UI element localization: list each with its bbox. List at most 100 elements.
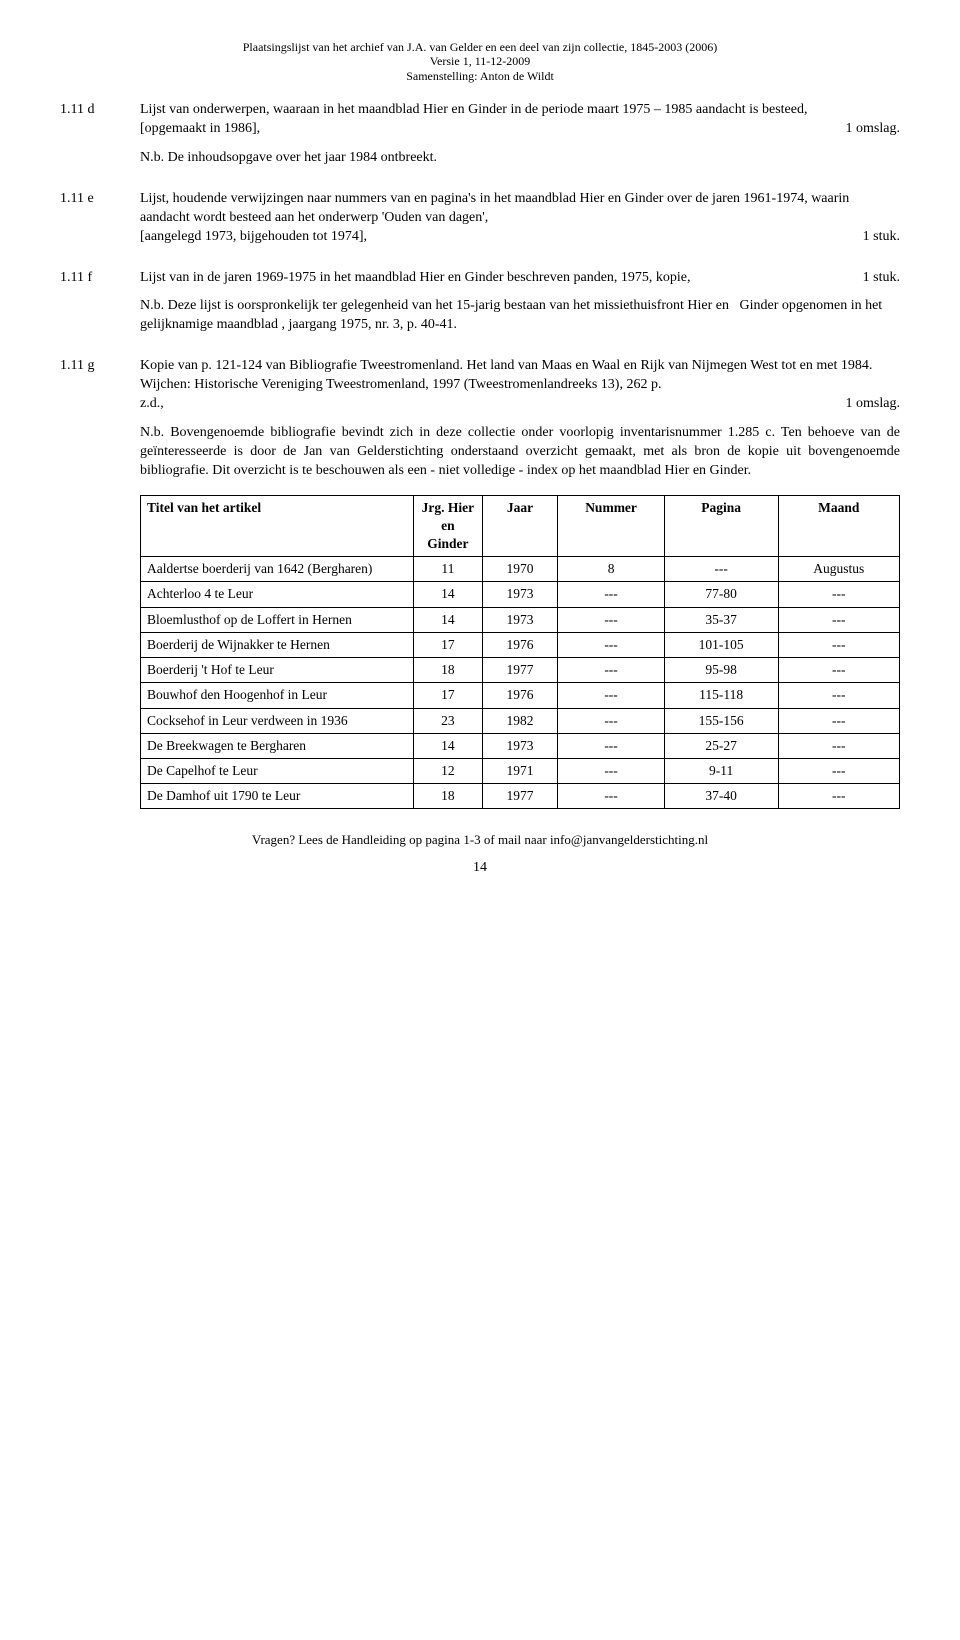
table-cell: --- bbox=[778, 733, 899, 758]
table-row: De Breekwagen te Bergharen141973---25-27… bbox=[141, 733, 900, 758]
table-cell: 11 bbox=[414, 557, 482, 582]
entry-label: 1.11 d bbox=[60, 101, 140, 168]
index-table: Titel van het artikel Jrg. Hier en Ginde… bbox=[140, 495, 900, 810]
col-title: Titel van het artikel bbox=[141, 495, 414, 557]
table-cell: --- bbox=[778, 708, 899, 733]
entry-nb: N.b. Deze lijst is oorspronkelijk ter ge… bbox=[140, 297, 900, 335]
page-number: 14 bbox=[60, 859, 900, 878]
table-cell: 1976 bbox=[482, 683, 558, 708]
table-cell: --- bbox=[558, 708, 664, 733]
table-cell: 35-37 bbox=[664, 607, 778, 632]
entry-split: z.d., 1 omslag. bbox=[140, 395, 900, 414]
table-cell: Cocksehof in Leur verdween in 1936 bbox=[141, 708, 414, 733]
table-cell: 12 bbox=[414, 758, 482, 783]
table-cell: Achterloo 4 te Leur bbox=[141, 582, 414, 607]
table-cell: --- bbox=[558, 658, 664, 683]
header-line-1: Plaatsingslijst van het archief van J.A.… bbox=[60, 40, 900, 54]
table-cell: 18 bbox=[414, 658, 482, 683]
entry-text: Lijst, houdende verwijzingen naar nummer… bbox=[140, 190, 900, 228]
entry-nb: N.b. Bovengenoemde bibliografie bevindt … bbox=[140, 424, 900, 481]
table-cell: --- bbox=[778, 683, 899, 708]
col-pagina: Pagina bbox=[664, 495, 778, 557]
table-cell: --- bbox=[778, 607, 899, 632]
table-row: Boerderij de Wijnakker te Hernen171976--… bbox=[141, 632, 900, 657]
entry-body: Kopie van p. 121-124 van Bibliografie Tw… bbox=[140, 357, 900, 480]
entry-1-11-g: 1.11 g Kopie van p. 121-124 van Bibliogr… bbox=[60, 357, 900, 480]
index-table-wrap: Titel van het artikel Jrg. Hier en Ginde… bbox=[60, 495, 900, 810]
table-cell: --- bbox=[664, 557, 778, 582]
table-cell: --- bbox=[778, 784, 899, 809]
table-cell: 95-98 bbox=[664, 658, 778, 683]
table-cell: 1977 bbox=[482, 658, 558, 683]
table-cell: 1982 bbox=[482, 708, 558, 733]
table-cell: De Damhof uit 1790 te Leur bbox=[141, 784, 414, 809]
table-cell: --- bbox=[558, 784, 664, 809]
entry-split: Lijst van in de jaren 1969-1975 in het m… bbox=[140, 269, 900, 288]
footer-text: Vragen? Lees de Handleiding op pagina 1-… bbox=[60, 831, 900, 849]
table-body: Aaldertse boerderij van 1642 (Bergharen)… bbox=[141, 557, 900, 809]
table-cell: Bouwhof den Hoogenhof in Leur bbox=[141, 683, 414, 708]
table-row: De Capelhof te Leur121971---9-11--- bbox=[141, 758, 900, 783]
table-cell: 1973 bbox=[482, 733, 558, 758]
table-cell: Boerderij de Wijnakker te Hernen bbox=[141, 632, 414, 657]
table-cell: 14 bbox=[414, 733, 482, 758]
table-cell: --- bbox=[778, 632, 899, 657]
entry-left: [aangelegd 1973, bijgehouden tot 1974], bbox=[140, 228, 863, 247]
table-row: Achterloo 4 te Leur141973---77-80--- bbox=[141, 582, 900, 607]
table-cell: 25-27 bbox=[664, 733, 778, 758]
table-cell: De Breekwagen te Bergharen bbox=[141, 733, 414, 758]
page-header: Plaatsingslijst van het archief van J.A.… bbox=[60, 40, 900, 83]
table-cell: 14 bbox=[414, 607, 482, 632]
table-cell: 1973 bbox=[482, 582, 558, 607]
table-cell: 18 bbox=[414, 784, 482, 809]
entry-left: [opgemaakt in 1986], bbox=[140, 120, 846, 139]
table-cell: 37-40 bbox=[664, 784, 778, 809]
table-cell: 101-105 bbox=[664, 632, 778, 657]
table-row: Boerderij 't Hof te Leur181977---95-98--… bbox=[141, 658, 900, 683]
table-cell: 77-80 bbox=[664, 582, 778, 607]
entry-left: Lijst van in de jaren 1969-1975 in het m… bbox=[140, 269, 863, 288]
table-row: Aaldertse boerderij van 1642 (Bergharen)… bbox=[141, 557, 900, 582]
entry-1-11-d: 1.11 d Lijst van onderwerpen, waaraan in… bbox=[60, 101, 900, 168]
header-line-3: Samenstelling: Anton de Wildt bbox=[60, 69, 900, 83]
entry-body: Lijst van in de jaren 1969-1975 in het m… bbox=[140, 269, 900, 336]
table-cell: --- bbox=[558, 758, 664, 783]
entry-right: 1 omslag. bbox=[846, 395, 900, 414]
table-cell: De Capelhof te Leur bbox=[141, 758, 414, 783]
table-cell: --- bbox=[558, 632, 664, 657]
entry-split: [opgemaakt in 1986], 1 omslag. bbox=[140, 120, 900, 139]
table-cell: --- bbox=[558, 683, 664, 708]
table-row: Bloemlusthof op de Loffert in Hernen1419… bbox=[141, 607, 900, 632]
table-cell: 1970 bbox=[482, 557, 558, 582]
table-cell: 1971 bbox=[482, 758, 558, 783]
table-cell: --- bbox=[558, 733, 664, 758]
table-cell: 1973 bbox=[482, 607, 558, 632]
table-cell: --- bbox=[778, 758, 899, 783]
table-cell: Boerderij 't Hof te Leur bbox=[141, 658, 414, 683]
table-cell: --- bbox=[558, 582, 664, 607]
col-nummer: Nummer bbox=[558, 495, 664, 557]
table-cell: 9-11 bbox=[664, 758, 778, 783]
entry-1-11-f: 1.11 f Lijst van in de jaren 1969-1975 i… bbox=[60, 269, 900, 336]
table-cell: --- bbox=[558, 607, 664, 632]
entry-label: 1.11 f bbox=[60, 269, 140, 336]
entry-label: 1.11 e bbox=[60, 190, 140, 247]
table-cell: --- bbox=[778, 582, 899, 607]
table-row: Cocksehof in Leur verdween in 1936231982… bbox=[141, 708, 900, 733]
entry-right: 1 stuk. bbox=[863, 269, 900, 288]
table-cell: Aaldertse boerderij van 1642 (Bergharen) bbox=[141, 557, 414, 582]
entry-left: z.d., bbox=[140, 395, 846, 414]
entry-text: Lijst van onderwerpen, waaraan in het ma… bbox=[140, 101, 900, 120]
table-header-row: Titel van het artikel Jrg. Hier en Ginde… bbox=[141, 495, 900, 557]
table-cell: 1977 bbox=[482, 784, 558, 809]
header-line-2: Versie 1, 11-12-2009 bbox=[60, 54, 900, 68]
table-cell: --- bbox=[778, 658, 899, 683]
table-cell: 14 bbox=[414, 582, 482, 607]
entry-right: 1 omslag. bbox=[846, 120, 900, 139]
entry-text: Kopie van p. 121-124 van Bibliografie Tw… bbox=[140, 357, 900, 395]
entry-body: Lijst van onderwerpen, waaraan in het ma… bbox=[140, 101, 900, 168]
table-cell: 155-156 bbox=[664, 708, 778, 733]
entry-right: 1 stuk. bbox=[863, 228, 900, 247]
table-cell: 8 bbox=[558, 557, 664, 582]
table-cell: Augustus bbox=[778, 557, 899, 582]
